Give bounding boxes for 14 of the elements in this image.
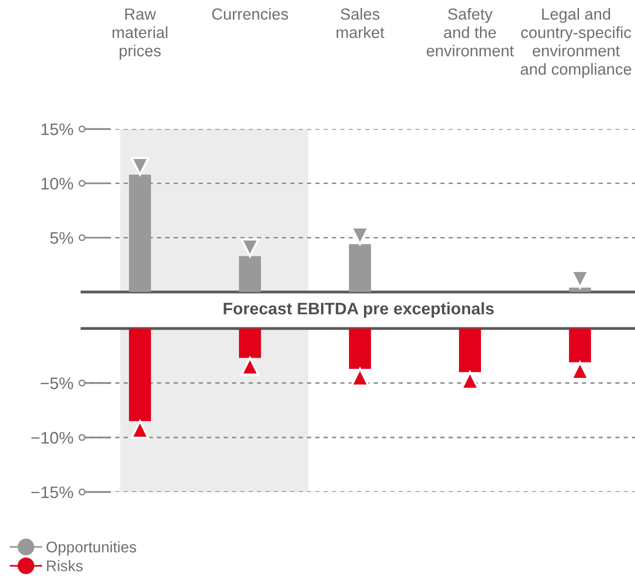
y-tick-label: 5%	[50, 232, 74, 244]
x-tick-label: Legal and country-specific environment and compliance	[520, 8, 632, 78]
text: Forecast EBITDA pre exceptionals	[224, 302, 494, 318]
y-tick-label: 10%	[42, 178, 74, 190]
x-tick-label: Currencies	[212, 8, 288, 20]
legend-label: Opportunities	[46, 541, 136, 556]
y-tick-label: −5%	[40, 377, 74, 390]
y-tick-label: −15%	[31, 486, 74, 498]
legend-label: Risks	[47, 560, 83, 572]
y-tick-label: 15%	[42, 123, 74, 136]
y-tick-label: −10%	[31, 432, 74, 444]
x-tick-label: Sales market	[336, 8, 384, 38]
x-tick-label: Raw material prices	[112, 8, 168, 60]
x-tick-label: Safety and the environment	[426, 8, 514, 56]
